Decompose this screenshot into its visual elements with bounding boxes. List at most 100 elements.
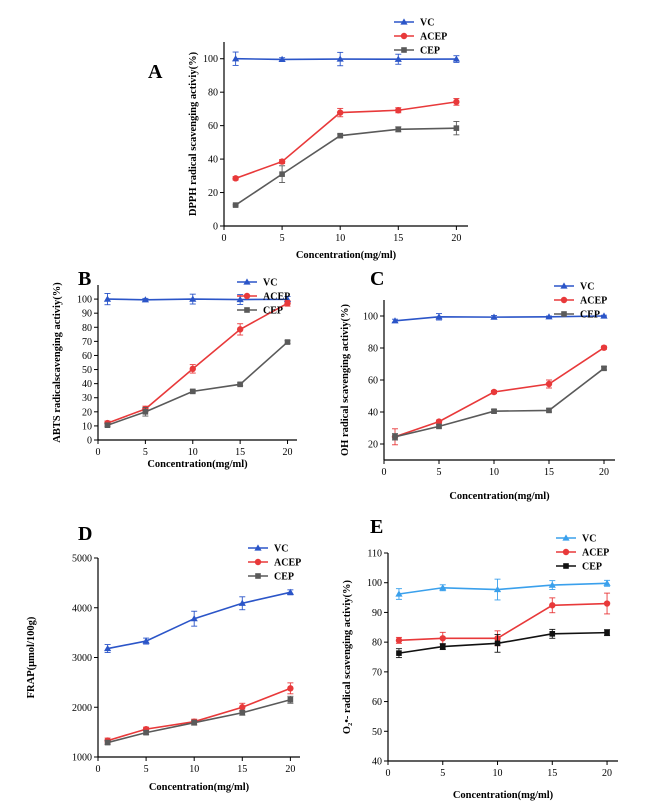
legend-label: VC — [580, 282, 594, 293]
legend-label: ACEP — [274, 558, 301, 569]
data-point — [603, 579, 611, 586]
y-axis-label: O₂•- radical scavenging activiy(%) — [342, 579, 353, 734]
data-point — [336, 109, 344, 116]
data-point — [453, 125, 460, 131]
data-point — [236, 326, 244, 333]
series-vc — [104, 588, 294, 653]
acep-line — [107, 687, 291, 742]
x-tick-label: 10 — [189, 764, 199, 775]
series-cep — [392, 365, 607, 441]
data-point — [439, 643, 446, 650]
legend: VC ACEP CEP — [237, 278, 290, 317]
legend-label: CEP — [263, 306, 283, 317]
data-point — [395, 590, 403, 597]
data-point — [435, 313, 443, 320]
x-tick-label: 20 — [285, 764, 295, 775]
y-tick-label: 70 — [372, 667, 382, 678]
series-vc — [391, 312, 608, 324]
y-tick-label: 40 — [82, 379, 92, 390]
data-point — [395, 126, 402, 133]
x-tick-label: 10 — [489, 467, 499, 478]
y-axis-label: FRAP(μmol/100g) — [26, 616, 37, 698]
legend-marker — [254, 544, 262, 551]
x-tick-label: 10 — [188, 447, 198, 458]
y-tick-label: 50 — [82, 365, 92, 376]
x-tick-label: 20 — [602, 768, 612, 779]
x-tick-label: 20 — [283, 447, 293, 458]
data-point — [104, 644, 112, 652]
chart-panel-e: 40 50 60 70 80 90 100 110 0 5 10 15 20 Concentration(… — [342, 516, 618, 801]
x-tick-label: 0 — [382, 467, 387, 478]
data-point — [278, 158, 286, 165]
series-acep — [395, 592, 611, 647]
data-point — [287, 696, 294, 703]
data-point — [141, 296, 149, 303]
data-point — [286, 588, 294, 595]
y-tick-label: 60 — [368, 376, 378, 387]
y-tick-label: 100 — [77, 295, 92, 306]
series-vc — [395, 578, 611, 601]
data-point — [337, 132, 343, 139]
x-tick-label: 10 — [493, 768, 503, 779]
chart-panel-d: 1000 2000 3000 4000 5000 0 5 10 15 20 Concentratio… — [26, 523, 301, 793]
data-point — [232, 202, 239, 208]
legend-marker — [563, 563, 569, 569]
x-axis-label: Concentration(mg/ml) — [453, 790, 554, 801]
data-point — [103, 295, 112, 302]
data-point — [545, 313, 553, 320]
data-point — [494, 640, 501, 647]
data-point — [490, 388, 498, 396]
y-tick-label: 70 — [82, 337, 92, 348]
y-tick-label: 80 — [368, 344, 378, 355]
data-point — [549, 602, 556, 609]
y-tick-label: 110 — [367, 549, 382, 560]
chart-panel-c: 20 40 60 80 100 0 5 10 15 20 Concentration(mg/ml) O… — [340, 268, 615, 502]
legend-marker — [400, 18, 408, 25]
data-point — [142, 409, 149, 415]
legend-marker — [562, 548, 570, 556]
data-point — [396, 650, 402, 656]
series-cep — [395, 628, 611, 659]
y-tick-label: 30 — [82, 393, 92, 404]
data-point — [284, 300, 291, 307]
legend-label: VC — [582, 534, 596, 545]
legend: VC ACEP CEP — [554, 282, 607, 321]
legend-label: ACEP — [580, 296, 607, 307]
vc-line — [398, 582, 608, 595]
legend-marker — [562, 534, 570, 541]
x-tick-label: 5 — [280, 233, 285, 244]
y-tick-label: 80 — [82, 323, 92, 334]
x-tick-label: 5 — [437, 467, 442, 478]
legend-marker — [244, 307, 250, 313]
y-tick-label: 20 — [82, 407, 92, 418]
legend-label: VC — [274, 544, 288, 555]
data-point — [436, 423, 442, 430]
y-tick-label: 40 — [208, 155, 218, 166]
y-tick-label: 90 — [372, 608, 382, 619]
legend-label: CEP — [274, 572, 294, 583]
x-tick-label: 20 — [599, 467, 609, 478]
y-tick-label: 3000 — [72, 653, 92, 664]
series-acep — [104, 300, 291, 427]
legend: VC ACEP CEP — [556, 534, 609, 573]
data-point — [104, 739, 111, 746]
data-point — [392, 434, 398, 440]
data-point — [284, 339, 291, 345]
vc-line — [107, 298, 288, 301]
y-axis-label: OH radical scavenging activiy(%) — [340, 304, 351, 456]
chart-panel-a: 0 20 40 60 80 100 0 5 10 15 20 Concentration(mg/ml)… — [148, 18, 468, 261]
x-tick-label: 15 — [547, 768, 557, 779]
data-point — [548, 581, 556, 588]
data-point — [395, 107, 402, 114]
y-tick-label: 60 — [82, 351, 92, 362]
data-point — [491, 408, 497, 414]
data-point — [546, 407, 552, 414]
x-axis-label: Concentration(mg/ml) — [296, 250, 397, 261]
acep-line — [235, 101, 457, 180]
legend-label: ACEP — [582, 548, 609, 559]
acep-line — [398, 602, 608, 642]
y-tick-label: 20 — [368, 440, 378, 451]
x-tick-label: 0 — [222, 233, 227, 244]
data-point — [603, 600, 611, 607]
legend-label: ACEP — [420, 32, 447, 43]
